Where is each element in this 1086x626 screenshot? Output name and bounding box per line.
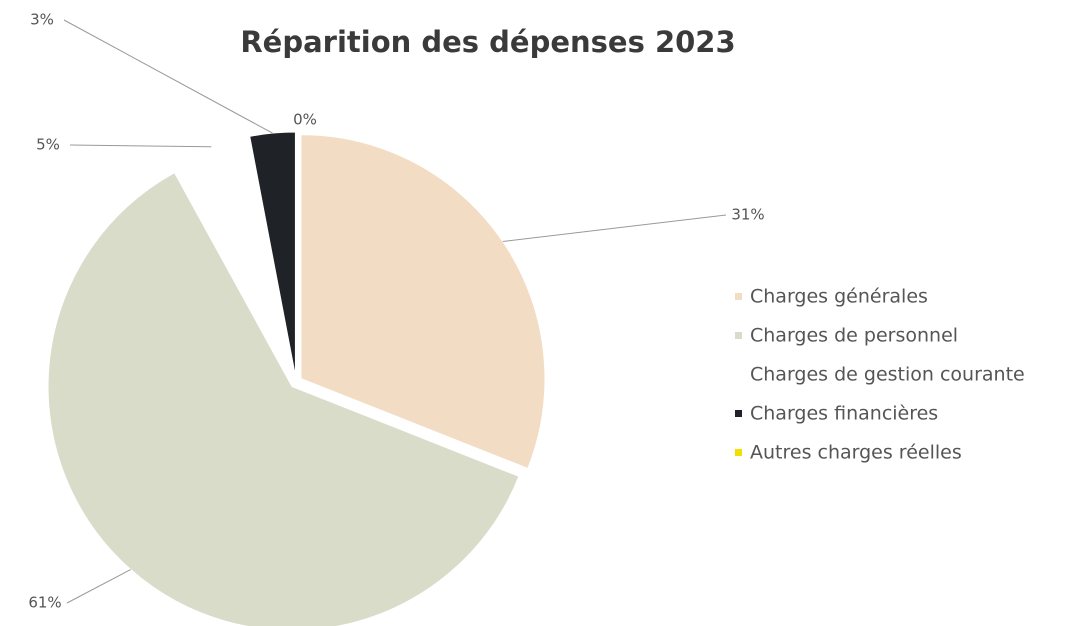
- data-label: 3%: [30, 11, 54, 29]
- chart-title: Réparition des dépenses 2023: [240, 25, 735, 59]
- leader-line: [69, 144, 212, 148]
- legend-label: Charges de gestion courante: [750, 364, 1025, 386]
- legend-marker: [735, 293, 742, 300]
- pie-slice: [47, 172, 520, 626]
- legend-label: Charges de personnel: [750, 325, 958, 347]
- leader-line: [66, 569, 131, 604]
- pie-slice: [300, 134, 546, 470]
- leader-line: [63, 19, 273, 134]
- data-label: 0%: [293, 111, 317, 129]
- legend-label: Autres charges réelles: [750, 442, 962, 464]
- legend-marker: [735, 449, 742, 456]
- legend-marker: [735, 332, 742, 339]
- leader-line: [502, 214, 727, 242]
- legend-label: Charges financières: [750, 403, 938, 425]
- data-label: 61%: [28, 594, 61, 612]
- legend-marker: [735, 410, 742, 417]
- pie-slice: [175, 136, 295, 377]
- legend-marker: [735, 371, 742, 378]
- legend-label: Charges générales: [750, 286, 928, 308]
- data-label: 5%: [36, 136, 60, 154]
- data-label: 31%: [731, 206, 764, 224]
